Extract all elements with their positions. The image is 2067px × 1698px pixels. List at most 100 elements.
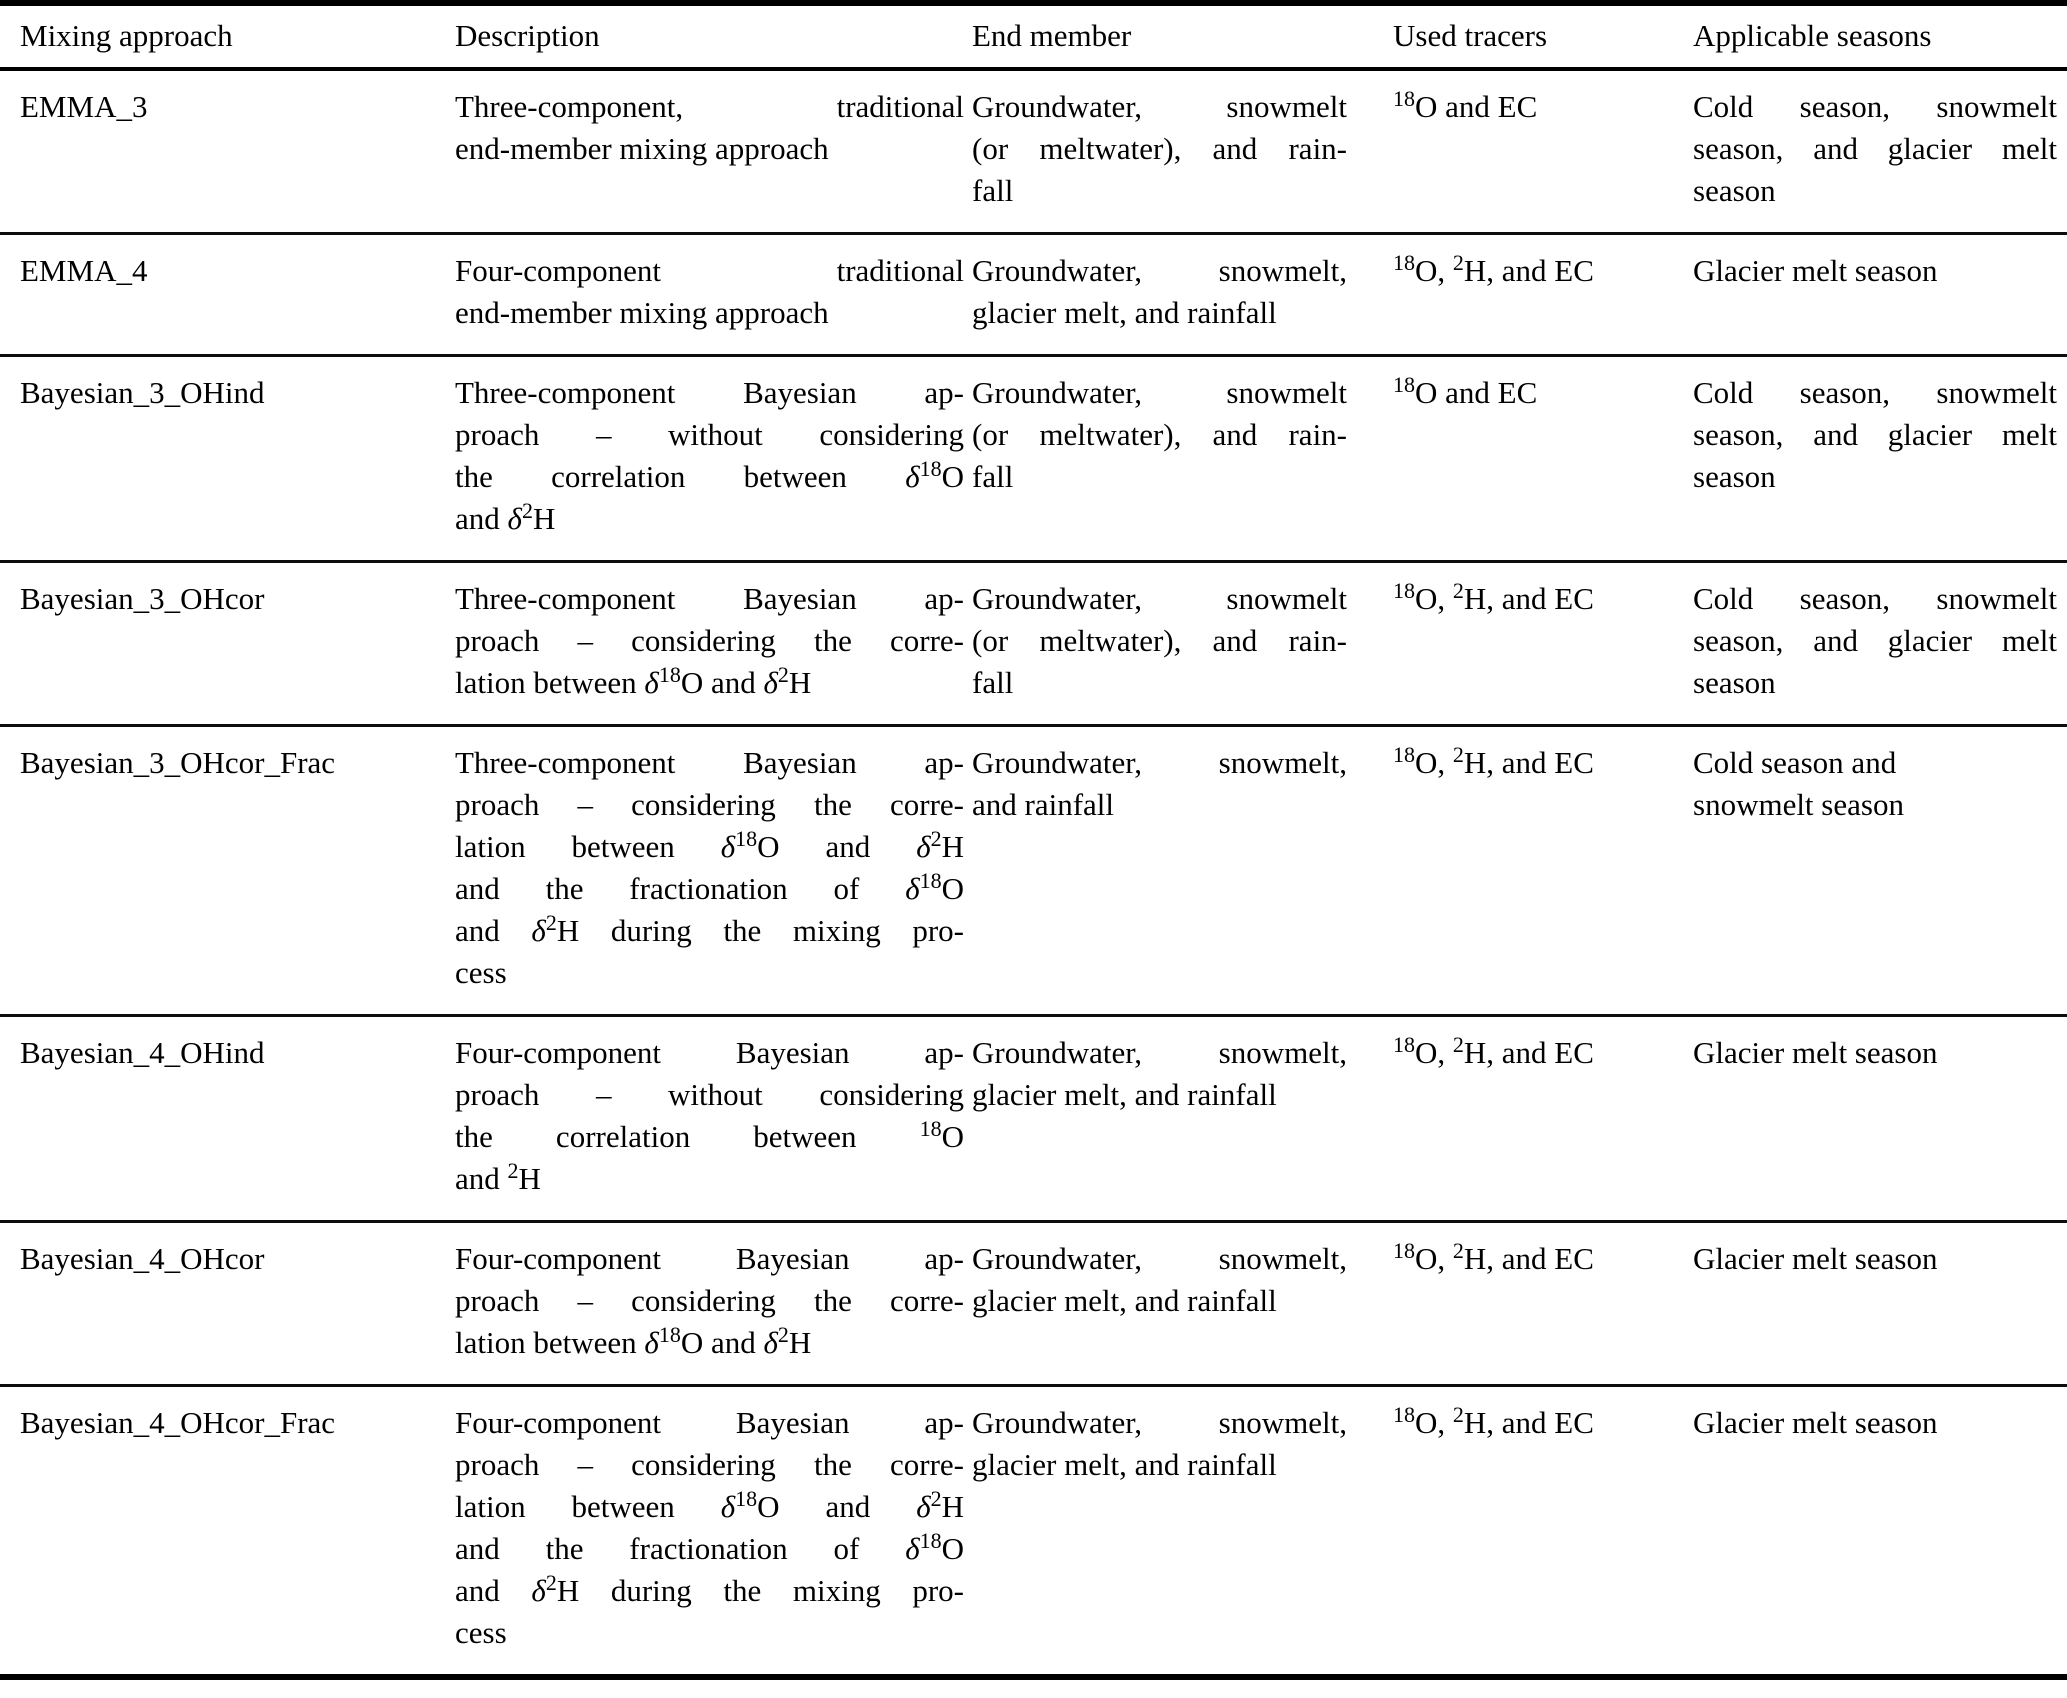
cell-end-member: Groundwater, snowmelt, glacier melt, and … [970,1384,1391,1677]
cell-line: and the fractionation of δ18O [455,1528,964,1567]
cell-line: 18O, 2H, and EC [1393,1032,1594,1071]
cell-line: 18O and EC [1393,372,1538,411]
cell-line: Three-component, traditional [455,89,964,124]
cell-used-tracers: 18O, 2H, and EC [1391,1014,1691,1222]
cell-line: glacier melt, and rainfall [972,1283,1277,1318]
cell-line: (or meltwater), and rain- [972,131,1347,166]
cell-description: Three-component Bayesian ap-proach – con… [452,724,970,1016]
column-header-used-tracers: Used tracers [1391,3,1691,71]
cell-line: Groundwater, snowmelt, [972,1241,1347,1276]
cell-line: Groundwater, snowmelt, [972,745,1347,780]
cell-mixing-approach: Bayesian_4_OHcor [0,1220,452,1386]
cell-line: 18O, 2H, and EC [1393,250,1594,289]
cell-line: proach – considering the corre- [455,787,964,822]
table-header: Mixing approach Description End member U… [0,3,2067,71]
cell-line: glacier melt, and rainfall [972,1077,1277,1112]
cell-description: Three-component, traditional end-member m… [452,67,970,234]
cell-mixing-approach: EMMA_3 [0,67,452,234]
cell-mixing-approach: Bayesian_3_OHcor_Frac [0,724,452,1016]
cell-description: Four-component Bayesian ap-proach – cons… [452,1384,970,1677]
cell-line: Cold season and [1693,745,1897,780]
column-header-applicable-seasons: Applicable seasons [1691,3,2067,71]
cell-used-tracers: 18O, 2H, and EC [1391,1220,1691,1386]
cell-applicable-seasons: Glacier melt season [1691,1384,2067,1677]
cell-line: Cold season, snowmelt [1693,375,2057,410]
cell-description: Three-component Bayesian ap-proach – wit… [452,354,970,562]
cell-line: 18O and EC [1393,86,1538,125]
cell-description: Four-component traditional end-member mix… [452,232,970,356]
cell-line: Bayesian_4_OHcor [20,1241,265,1276]
cell-line: EMMA_4 [20,253,148,288]
cell-end-member: Groundwater, snowmelt (or meltwater), and… [970,560,1391,726]
cell-line: Groundwater, snowmelt [972,581,1347,616]
header-row: Mixing approach Description End member U… [0,3,2067,71]
cell-used-tracers: 18O and EC [1391,67,1691,234]
cell-end-member: Groundwater, snowmelt, glacier melt, and … [970,1220,1391,1386]
cell-line: Glacier melt season [1693,1405,1938,1440]
cell-applicable-seasons: Glacier melt season [1691,1014,2067,1222]
cell-line: end-member mixing approach [455,295,829,330]
cell-line: Groundwater, snowmelt, [972,1035,1347,1070]
cell-mixing-approach: Bayesian_4_OHcor_Frac [0,1384,452,1677]
cell-end-member: Groundwater, snowmelt (or meltwater), and… [970,354,1391,562]
cell-line: and 2H [455,1158,541,1197]
table-row: Bayesian_3_OHcor Three-component Bayesian… [0,560,2067,726]
cell-line: glacier melt, and rainfall [972,1447,1277,1482]
cell-description: Four-component Bayesian ap-proach – with… [452,1014,970,1222]
cell-line: cess [455,955,507,990]
cell-used-tracers: 18O, 2H, and EC [1391,560,1691,726]
cell-line: Bayesian_4_OHind [20,1035,265,1070]
cell-line: Three-component Bayesian ap- [455,745,964,780]
table-row: Bayesian_3_OHind Three-component Bayesian… [0,354,2067,562]
table-body: EMMA_3 Three-component, traditional end-me… [0,67,2067,1677]
cell-applicable-seasons: Cold season, snowmelt season, and glacier… [1691,560,2067,726]
cell-line: lation between δ18O and δ2H [455,662,812,701]
table-row: EMMA_4 Four-component traditional end-memb… [0,232,2067,356]
cell-line: 18O, 2H, and EC [1393,1238,1594,1277]
cell-line: proach – considering the corre- [455,1283,964,1318]
cell-description: Three-component Bayesian ap-proach – con… [452,560,970,726]
cell-end-member: Groundwater, snowmelt (or meltwater), and… [970,67,1391,234]
cell-used-tracers: 18O, 2H, and EC [1391,232,1691,356]
cell-line: season, and glacier melt [1693,131,2057,166]
table-row: Bayesian_4_OHind Four-component Bayesian … [0,1014,2067,1222]
table-row: EMMA_3 Three-component, traditional end-me… [0,67,2067,234]
column-header-mixing-approach: Mixing approach [0,3,452,71]
cell-line: end-member mixing approach [455,131,829,166]
cell-line: Four-component Bayesian ap- [455,1405,964,1440]
cell-line: and δ2H during the mixing pro- [455,910,964,949]
cell-line: lation between δ18O and δ2H [455,1322,812,1361]
cell-description: Four-component Bayesian ap-proach – cons… [452,1220,970,1386]
cell-used-tracers: 18O, 2H, and EC [1391,724,1691,1016]
cell-line: Four-component Bayesian ap- [455,1035,964,1070]
cell-end-member: Groundwater, snowmelt, and rainfall [970,724,1391,1016]
cell-end-member: Groundwater, snowmelt, glacier melt, and … [970,232,1391,356]
cell-used-tracers: 18O and EC [1391,354,1691,562]
cell-line: Glacier melt season [1693,1035,1938,1070]
cell-line: (or meltwater), and rain- [972,623,1347,658]
cell-line: and the fractionation of δ18O [455,868,964,907]
cell-line: fall [972,459,1014,494]
cell-line: Groundwater, snowmelt [972,89,1347,124]
cell-line: fall [972,665,1014,700]
cell-line: 18O, 2H, and EC [1393,742,1594,781]
cell-used-tracers: 18O, 2H, and EC [1391,1384,1691,1677]
cell-end-member: Groundwater, snowmelt, glacier melt, and … [970,1014,1391,1222]
table-row: Bayesian_3_OHcor_Frac Three-component Bay… [0,724,2067,1016]
cell-line: cess [455,1615,507,1650]
cell-line: season [1693,459,1776,494]
cell-line: the correlation between δ18O [455,456,964,495]
cell-line: lation between δ18O and δ2H [455,1486,964,1525]
cell-line: the correlation between 18O [455,1116,964,1155]
cell-line: Groundwater, snowmelt, [972,253,1347,288]
cell-applicable-seasons: Glacier melt season [1691,232,2067,356]
cell-line: and rainfall [972,787,1115,822]
cell-line: Bayesian_4_OHcor_Frac [20,1405,336,1440]
cell-line: Bayesian_3_OHind [20,375,265,410]
cell-line: Groundwater, snowmelt, [972,1405,1347,1440]
cell-line: 18O, 2H, and EC [1393,1402,1594,1441]
cell-line: glacier melt, and rainfall [972,295,1277,330]
cell-line: Four-component Bayesian ap- [455,1241,964,1276]
cell-applicable-seasons: Cold season, snowmelt season, and glacier… [1691,67,2067,234]
